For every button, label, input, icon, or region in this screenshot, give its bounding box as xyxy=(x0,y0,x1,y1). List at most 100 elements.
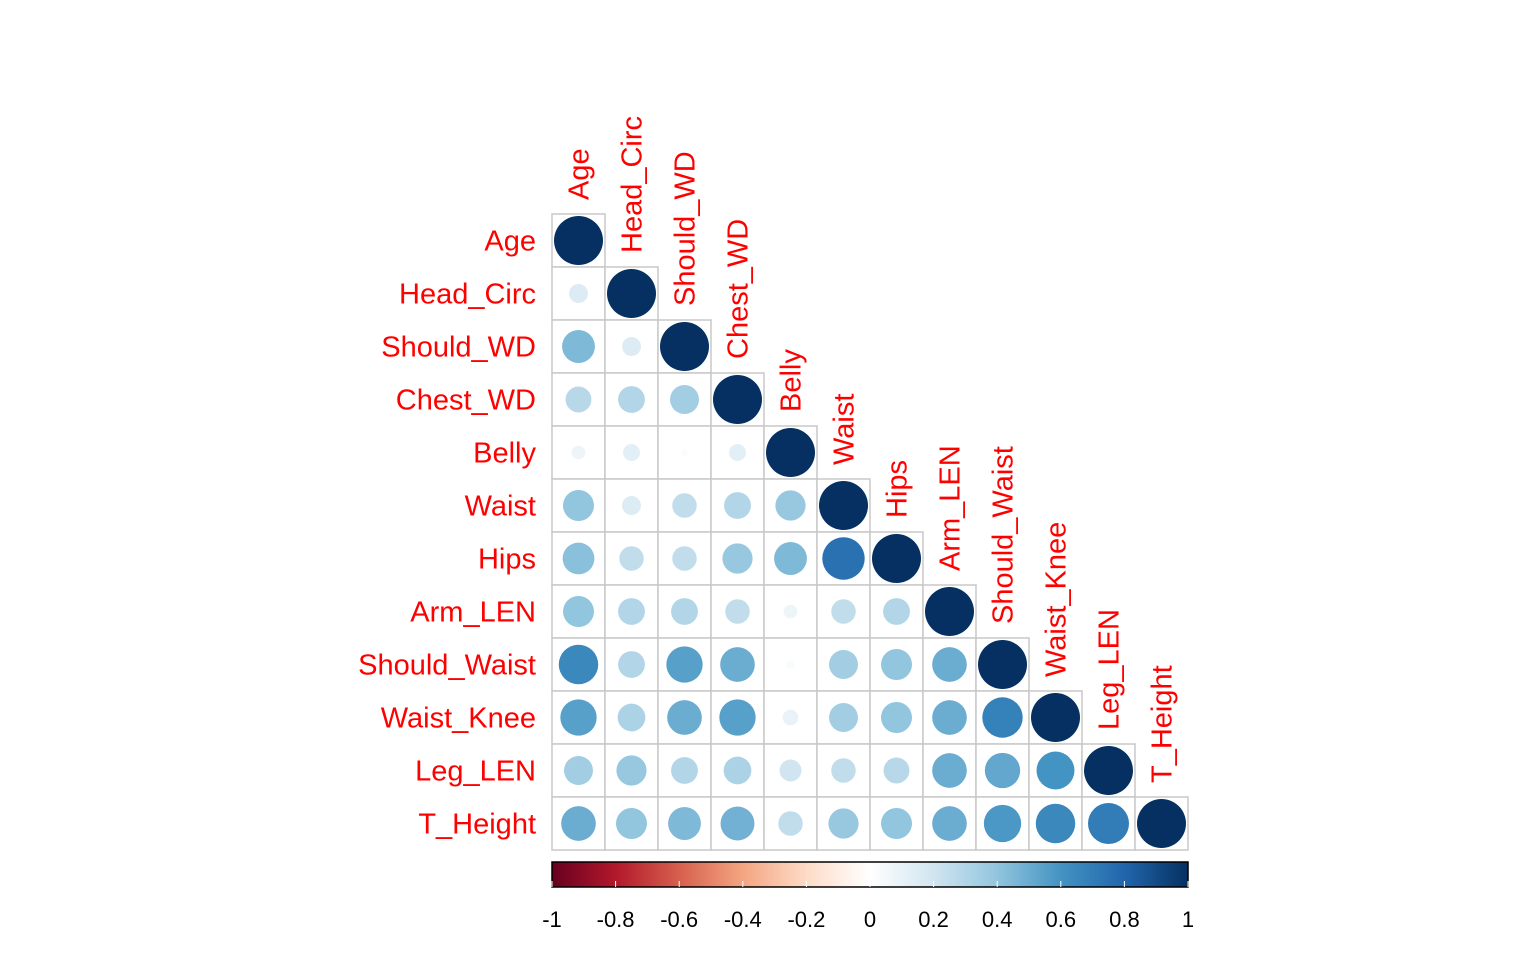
cell-Waist-Waist xyxy=(816,478,871,533)
row-labels: Age Head_Circ Should_WD Chest_WD Belly Waist H… xyxy=(358,226,536,841)
cell-Should_Waist-Belly xyxy=(763,637,818,692)
correlation-circle xyxy=(932,700,967,735)
correlation-circle xyxy=(618,598,645,625)
cell-box xyxy=(710,425,765,480)
cell-Waist_Knee-Waist xyxy=(816,690,871,745)
correlation-circle xyxy=(563,490,594,521)
correlation-circle xyxy=(828,808,859,839)
row-label-Leg_LEN: Leg_LEN xyxy=(415,756,536,788)
correlation-circle xyxy=(671,757,698,784)
correlation-circle xyxy=(622,496,641,515)
cell-T_Height-Should_WD xyxy=(657,796,712,851)
correlation-circle xyxy=(619,546,644,571)
correlation-circle xyxy=(660,322,709,371)
column-label-Waist: Waist xyxy=(829,394,861,465)
colorbar-tick-label: -0.2 xyxy=(787,907,825,932)
correlation-circle xyxy=(782,709,799,726)
correlation-circle xyxy=(562,330,595,363)
cell-T_Height-Belly xyxy=(763,796,818,851)
cell-T_Height-Chest_WD xyxy=(710,796,765,851)
correlation-circle xyxy=(564,756,593,785)
cell-Should_Waist-Head_Circ xyxy=(604,637,659,692)
cell-Should_Waist-Hips xyxy=(869,637,924,692)
cell-T_Height-Leg_LEN xyxy=(1081,796,1136,851)
cell-Arm_LEN-Chest_WD xyxy=(710,584,765,639)
colorbar-tick-label: 0 xyxy=(864,907,876,932)
cell-Hips-Belly xyxy=(763,531,818,586)
correlation-circle xyxy=(672,546,697,571)
correlation-circle xyxy=(681,449,688,456)
cell-Chest_WD-Head_Circ xyxy=(604,372,659,427)
correlation-circle xyxy=(881,808,912,839)
correlation-circle xyxy=(622,337,641,356)
correlation-circle xyxy=(822,537,865,580)
cell-Hips-Waist xyxy=(816,531,871,586)
cell-Hips-Head_Circ xyxy=(604,531,659,586)
cell-Hips-Age xyxy=(551,531,606,586)
cell-Waist_Knee-Belly xyxy=(763,690,818,745)
correlation-circle xyxy=(565,386,592,413)
correlation-circle xyxy=(1031,693,1080,742)
correlation-circle xyxy=(831,758,856,783)
correlation-circle xyxy=(779,759,802,782)
cell-Chest_WD-Should_WD xyxy=(657,372,712,427)
correlation-circle xyxy=(783,604,798,619)
colorbar-tick-label: -0.4 xyxy=(724,907,762,932)
cell-Should_Waist-Waist xyxy=(816,637,871,692)
correlation-circle xyxy=(982,697,1023,738)
row-label-Should_Waist: Should_Waist xyxy=(358,650,536,682)
cell-Should_Waist-Should_Waist xyxy=(975,637,1030,692)
row-label-Hips: Hips xyxy=(478,544,536,576)
cell-Leg_LEN-Chest_WD xyxy=(710,743,765,798)
row-label-Waist_Knee: Waist_Knee xyxy=(381,703,536,735)
colorbar-tick-label: 1 xyxy=(1182,907,1194,932)
cell-Belly-Head_Circ xyxy=(604,425,659,480)
correlation-circle xyxy=(819,481,868,530)
correlation-cells xyxy=(551,213,1189,851)
cell-Should_WD-Head_Circ xyxy=(604,319,659,374)
colorbar-tick-label: -0.6 xyxy=(660,907,698,932)
correlation-circle xyxy=(623,444,640,461)
row-label-Head_Circ: Head_Circ xyxy=(399,279,536,311)
cell-box xyxy=(710,584,765,639)
correlation-circle xyxy=(571,445,586,460)
cell-Head_Circ-Age xyxy=(551,266,606,321)
correlation-circle xyxy=(607,269,656,318)
correlation-circle xyxy=(786,660,795,669)
cell-T_Height-Waist_Knee xyxy=(1028,796,1083,851)
row-label-Should_WD: Should_WD xyxy=(381,332,536,364)
cell-Waist-Chest_WD xyxy=(710,478,765,533)
column-label-Leg_LEN: Leg_LEN xyxy=(1094,609,1126,730)
correlation-circle xyxy=(617,703,646,732)
colorbar-tick-label: 0.6 xyxy=(1046,907,1077,932)
correlation-circle xyxy=(618,386,645,413)
correlation-circle xyxy=(829,650,858,679)
cell-Should_Waist-Should_WD xyxy=(657,637,712,692)
cell-Leg_LEN-Waist_Knee xyxy=(1028,743,1083,798)
correlation-circle xyxy=(925,587,974,636)
correlation-circle xyxy=(560,699,597,736)
cell-box xyxy=(657,478,712,533)
correlation-circle xyxy=(569,284,588,303)
correlation-circle xyxy=(829,703,858,732)
row-label-Waist: Waist xyxy=(465,491,536,523)
column-label-Belly: Belly xyxy=(776,349,808,412)
cell-Leg_LEN-Hips xyxy=(869,743,924,798)
row-label-T_Height: T_Height xyxy=(418,809,536,841)
correlation-circle xyxy=(672,493,697,518)
cell-Arm_LEN-Head_Circ xyxy=(604,584,659,639)
correlation-circle xyxy=(671,598,698,625)
colorbar-tick-label: -0.8 xyxy=(597,907,635,932)
cell-Should_Waist-Arm_LEN xyxy=(922,637,977,692)
correlation-circle xyxy=(932,753,967,788)
column-label-T_Height: T_Height xyxy=(1147,665,1179,783)
correlation-circle xyxy=(1084,746,1133,795)
cell-Age-Age xyxy=(551,213,606,268)
cell-T_Height-Head_Circ xyxy=(604,796,659,851)
cell-Should_WD-Should_WD xyxy=(657,319,712,374)
cell-Arm_LEN-Belly xyxy=(763,584,818,639)
cell-Hips-Chest_WD xyxy=(710,531,765,586)
correlation-circle xyxy=(1137,799,1186,848)
correlation-circle xyxy=(562,542,595,575)
